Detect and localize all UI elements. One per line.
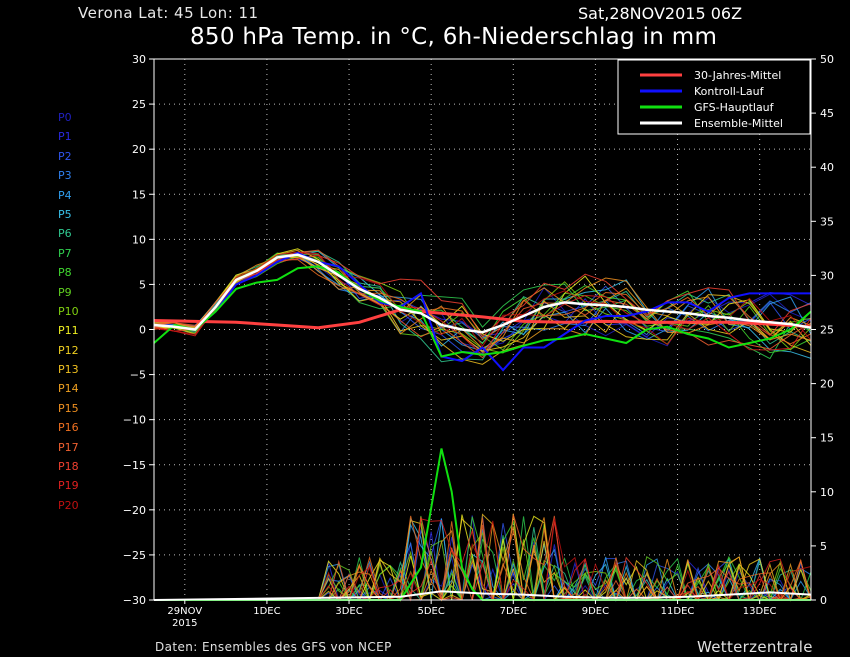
member-label-p14: P14 (58, 382, 79, 396)
legend-label: Kontroll-Lauf (694, 85, 765, 98)
member-label-p3: P3 (58, 169, 72, 183)
member-label-p19: P19 (58, 479, 79, 493)
member-line-p17 (153, 249, 812, 359)
y-left-tick-label: 20 (132, 143, 146, 156)
member-label-p5: P5 (58, 207, 72, 221)
member-line-p20 (153, 251, 812, 348)
member-label-p6: P6 (58, 227, 72, 241)
ensemble-member-list: P0 P1 P2 P3 P4 P5 P6 P7 P8 P9 P10 P11 P12 P13 P14 P15 P1… (58, 108, 79, 515)
temp-line-kontroll-lauf (153, 251, 811, 372)
member-label-p8: P8 (58, 266, 72, 280)
y-right-tick-label: 35 (820, 215, 834, 228)
x-tick-label: 5DEC (417, 606, 444, 617)
legend-label: 30-Jahres-Mittel (694, 69, 781, 82)
y-left-tick-label: −30 (123, 594, 146, 607)
member-label-p4: P4 (58, 188, 72, 202)
y-left-tick-label: 25 (132, 98, 146, 111)
x-tick-label: 13DEC (743, 606, 777, 617)
member-label-p11: P11 (58, 324, 79, 338)
y-left-tick-label: −15 (123, 459, 146, 472)
brand-label: Wetterzentrale (697, 638, 813, 656)
member-label-p12: P12 (58, 343, 79, 357)
x-tick-label: 9DEC (582, 606, 609, 617)
member-line-p15 (153, 254, 812, 353)
ensemble-member-lines (153, 248, 812, 602)
member-label-p18: P18 (58, 460, 79, 474)
run-date-label: Sat,28NOV2015 06Z (578, 4, 743, 23)
y-left-tick-label: −20 (123, 504, 146, 517)
member-label-p13: P13 (58, 363, 79, 377)
x-tick-label: 11DEC (661, 606, 695, 617)
y-left-tick-label: 30 (132, 53, 146, 66)
legend-label: GFS-Hauptlauf (694, 101, 775, 114)
y-right-tick-label: 45 (820, 107, 834, 120)
y-left-tick-label: −25 (123, 549, 146, 562)
y-left-tick-label: 10 (132, 233, 146, 246)
chart-legend: 30-Jahres-Mittel Kontroll-Lauf GFS-Hauptla… (617, 59, 811, 135)
precip-line-gfs-hauptlauf (154, 448, 811, 601)
y-left-tick-label: −10 (123, 414, 146, 427)
y-right-tick-label: 25 (820, 324, 834, 337)
y-right-tick-label: 40 (820, 161, 834, 174)
member-label-p15: P15 (58, 401, 79, 415)
y-right-tick-label: 5 (820, 540, 827, 553)
member-label-p0: P0 (58, 111, 72, 124)
temp-line-gfs-hauptlauf (153, 265, 812, 358)
y-left-tick-label: 15 (132, 188, 146, 201)
legend-label: Ensemble-Mittel (694, 117, 783, 130)
location-label: Verona Lat: 45 Lon: 11 (78, 4, 259, 22)
x-tick-label: 7DEC (500, 606, 527, 617)
chart-title: 850 hPa Temp. in °C, 6h-Niederschlag in … (190, 24, 718, 50)
member-label-p1: P1 (58, 130, 72, 144)
chart-axes: 302520151050−5−10−15−20−25−3050454035302… (123, 53, 834, 629)
y-right-tick-label: 0 (820, 594, 827, 607)
data-source-label: Daten: Ensembles des GFS von NCEP (155, 640, 392, 654)
x-tick-label: 1DEC (253, 606, 280, 617)
member-label-p16: P16 (58, 421, 79, 435)
x-tick-label: 3DEC (335, 606, 362, 617)
member-label-p10: P10 (58, 304, 79, 318)
y-left-tick-label: 0 (139, 324, 146, 337)
y-right-tick-label: 50 (820, 53, 834, 66)
y-right-tick-label: 30 (820, 269, 834, 282)
precip-line-ensemble-mittel (153, 590, 812, 601)
member-label-p2: P2 (58, 149, 72, 163)
member-label-p17: P17 (58, 440, 79, 454)
x-tick-sublabel: 2015 (172, 618, 197, 629)
highlight-series-lines (153, 251, 812, 601)
y-right-tick-label: 15 (820, 432, 834, 445)
y-right-tick-label: 10 (820, 486, 834, 499)
temp-line-ensemble-mittel (153, 253, 812, 334)
member-label-p7: P7 (58, 246, 72, 260)
x-tick-label: 29NOV (167, 606, 202, 617)
y-right-tick-label: 20 (820, 378, 834, 391)
member-label-p9: P9 (58, 285, 72, 299)
y-left-tick-label: 5 (139, 278, 146, 291)
temp-line--jahres-mittel (153, 308, 812, 330)
member-label-p20: P20 (58, 498, 79, 512)
y-left-tick-label: −5 (130, 369, 146, 382)
